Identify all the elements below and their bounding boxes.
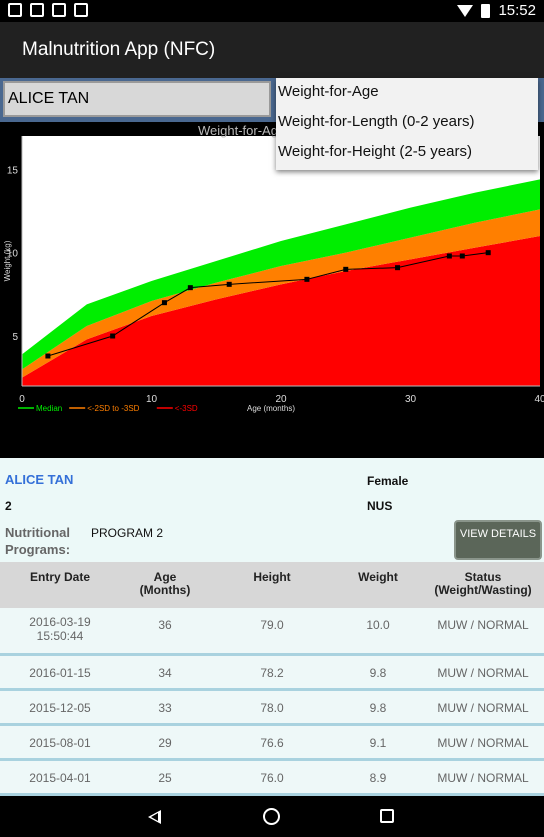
home-icon[interactable]: [263, 808, 280, 825]
cell-weight: 10.0: [366, 618, 390, 632]
cell-status: MUW / NORMAL: [437, 701, 529, 715]
patient-gender: Female: [367, 474, 409, 488]
status-bar: 15:52: [0, 0, 544, 22]
battery-icon: [481, 3, 491, 18]
cell-entry-date: 2015-08-01: [29, 736, 91, 750]
data-point: [226, 281, 232, 287]
cell-height: 76.0: [260, 771, 284, 785]
data-point: [446, 253, 452, 259]
cell-entry-date: 2016-03-19 15:50:44: [29, 615, 91, 643]
back-icon[interactable]: [148, 810, 161, 824]
legend-label: <-2SD to -3SD: [87, 404, 139, 413]
cell-status: MUW / NORMAL: [437, 666, 529, 680]
cell-entry-date: 2015-04-01: [29, 771, 91, 785]
cell-age: 33: [158, 701, 172, 715]
legend-label: Median: [36, 404, 62, 413]
app-bar: Malnutrition App (NFC): [0, 22, 544, 78]
y-tick-label: 15: [7, 165, 19, 176]
entries-table: 2016-03-19 15:50:44 36 79.0 10.0 MUW / N…: [0, 608, 544, 796]
table-row[interactable]: 2016-03-19 15:50:44 36 79.0 10.0 MUW / N…: [0, 608, 544, 656]
data-point: [485, 250, 491, 256]
y-tick-label: 5: [12, 332, 18, 343]
data-point: [343, 266, 349, 272]
x-tick-label: 40: [534, 394, 544, 405]
cell-height: 78.0: [260, 701, 284, 715]
sd-card-icon: [30, 3, 44, 17]
data-point: [187, 285, 193, 291]
header-entry-date: Entry Date: [29, 570, 91, 584]
table-row[interactable]: 2015-04-01 25 76.0 8.9 MUW / NORMAL: [0, 761, 544, 796]
wifi-icon: [457, 4, 474, 17]
programs-label: Nutritional Programs:: [5, 525, 71, 557]
band--2sd-to-3sd: [22, 209, 540, 378]
data-point: [45, 353, 51, 359]
cell-age: 29: [158, 736, 172, 750]
patient-name: ALICE TAN: [5, 472, 74, 487]
table-header: Entry Date Age (Months) Height Weight St…: [0, 562, 544, 608]
recent-apps-icon[interactable]: [380, 809, 394, 823]
clock: 15:52: [498, 2, 536, 19]
header-height: Height: [253, 570, 291, 584]
option-weight-for-height[interactable]: Weight-for-Height (2-5 years): [278, 143, 472, 160]
cell-entry-date: 2015-12-05: [29, 701, 91, 715]
x-tick-label: 30: [405, 394, 417, 405]
navigation-bar: [0, 796, 544, 837]
cell-age: 25: [158, 771, 172, 785]
table-row[interactable]: 2016-01-15 34 78.2 9.8 MUW / NORMAL: [0, 656, 544, 691]
table-row[interactable]: 2015-12-05 33 78.0 9.8 MUW / NORMAL: [0, 691, 544, 726]
x-tick-label: 0: [19, 394, 25, 405]
patient-details: ALICE TAN Female 2 NUS Nutritional Progr…: [0, 458, 544, 562]
chart-svg[interactable]: 0 10 20 30 40 5 10 15 Age (months) Weight (kg) Med…: [0, 122, 544, 458]
cell-age: 34: [158, 666, 172, 680]
chart-title: Weight-for-Ag: [198, 123, 278, 138]
header-weight: Weight: [358, 570, 398, 584]
cell-status: MUW / NORMAL: [437, 618, 529, 632]
cell-weight: 9.1: [369, 736, 387, 750]
android-icon: [52, 3, 66, 17]
cell-height: 79.0: [260, 618, 284, 632]
data-point: [304, 276, 310, 282]
organization: NUS: [367, 499, 393, 513]
data-point: [459, 253, 465, 259]
cell-status: MUW / NORMAL: [437, 771, 529, 785]
app-title: Malnutrition App (NFC): [22, 39, 216, 60]
legend-label: <-3SD: [175, 404, 198, 413]
patient-select[interactable]: ALICE TAN: [3, 81, 271, 117]
table-row[interactable]: 2015-08-01 29 76.6 9.1 MUW / NORMAL: [0, 726, 544, 761]
cell-height: 76.6: [260, 736, 284, 750]
data-point: [161, 300, 167, 306]
y-axis-label: Weight (kg): [3, 240, 12, 281]
y-tick-label: 10: [7, 249, 19, 260]
patient-id: 2: [5, 499, 12, 513]
cell-age: 36: [158, 618, 172, 632]
band-median: [22, 179, 540, 370]
option-weight-for-length[interactable]: Weight-for-Length (0-2 years): [278, 113, 475, 130]
cell-entry-date: 2016-01-15: [29, 666, 91, 680]
x-tick-label: 10: [146, 394, 158, 405]
chart-type-dropdown[interactable]: Weight-for-Age Weight-for-Length (0-2 ye…: [276, 78, 538, 170]
cell-weight: 9.8: [369, 701, 387, 715]
x-tick-label: 20: [275, 394, 287, 405]
data-point: [395, 265, 401, 271]
photo-icon: [74, 3, 88, 17]
band--3sd: [22, 236, 540, 386]
cell-weight: 8.9: [369, 771, 387, 785]
option-weight-for-age[interactable]: Weight-for-Age: [278, 83, 379, 100]
cell-weight: 9.8: [369, 666, 387, 680]
x-axis-label: Age (months): [247, 404, 295, 413]
header-status: Status (Weight/Wasting): [434, 570, 532, 597]
program-name: PROGRAM 2: [91, 526, 164, 540]
cell-status: MUW / NORMAL: [437, 736, 529, 750]
header-age: Age (Months): [139, 570, 191, 597]
growth-chart[interactable]: 0 10 20 30 40 5 10 15 Age (months) Weight (kg) Med…: [0, 122, 544, 574]
view-details-button[interactable]: VIEW DETAILS: [454, 520, 542, 560]
window-icon: [8, 3, 22, 17]
data-point: [110, 333, 116, 339]
cell-height: 78.2: [260, 666, 284, 680]
